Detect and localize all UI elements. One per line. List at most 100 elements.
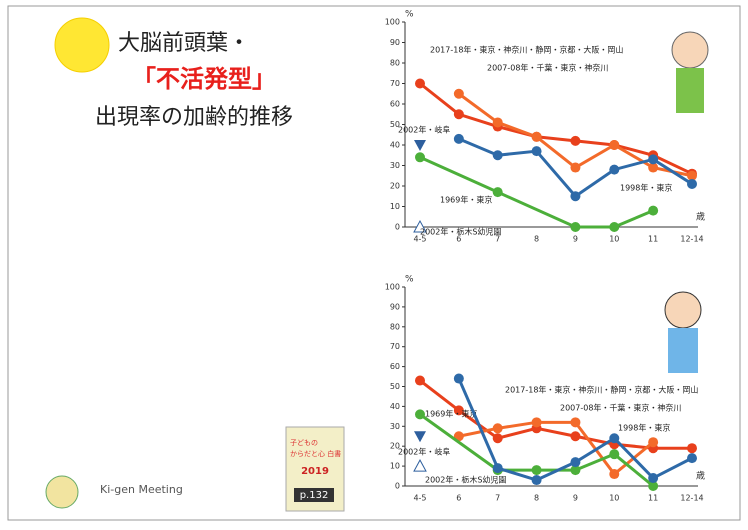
data-point xyxy=(413,219,427,233)
title-line: 大脳前頭葉・ xyxy=(118,31,250,56)
data-point xyxy=(648,162,659,173)
x-tick-label: 11 xyxy=(648,494,658,503)
data-point xyxy=(687,453,697,464)
data-point xyxy=(531,131,542,142)
x-tick-label: 12-14 xyxy=(680,235,703,244)
series-label: 1998年・東京 xyxy=(618,423,670,433)
logo-text: Ki-gen Meeting xyxy=(100,483,183,496)
title-line: 「不活発型」 xyxy=(132,65,276,93)
data-point xyxy=(570,222,581,232)
y-tick-label: 0 xyxy=(395,482,400,491)
data-point xyxy=(648,481,659,491)
data-point xyxy=(570,431,581,442)
series-label: 2002年・栃木S幼児園 xyxy=(420,227,501,237)
series-label: 2017-18年・東京・神奈川・静岡・京都・大阪・岡山 xyxy=(430,45,623,55)
data-point xyxy=(609,449,620,460)
y-tick-label: 0 xyxy=(395,223,400,232)
data-point xyxy=(609,469,620,480)
data-point xyxy=(687,178,697,189)
data-point xyxy=(414,431,426,443)
data-point xyxy=(687,443,697,454)
page-badge xyxy=(294,488,334,502)
y-tick-label: 100 xyxy=(385,18,400,27)
data-point xyxy=(687,170,697,181)
data-point xyxy=(492,433,503,444)
y-tick-label: 70 xyxy=(390,342,400,351)
y-tick-label: 60 xyxy=(390,100,400,109)
y-tick-label: 10 xyxy=(390,462,400,471)
series-label: 2002年・岐阜 xyxy=(398,125,450,135)
y-tick-label: 20 xyxy=(390,442,400,451)
book-year: 2019 xyxy=(301,466,329,477)
data-point xyxy=(570,162,581,173)
y-axis-label: % xyxy=(405,10,414,20)
boy-illustration xyxy=(676,68,704,113)
book-title: からだと心 白書 xyxy=(290,449,341,458)
x-tick-label: 6 xyxy=(456,494,461,503)
y-tick-label: 10 xyxy=(390,202,400,211)
x-tick-label: 4-5 xyxy=(413,494,426,503)
logo-icon xyxy=(45,475,79,509)
data-point xyxy=(453,88,464,99)
title-line: 出現率の加齢的推移 xyxy=(95,105,293,130)
series-label: 2002年・岐阜 xyxy=(398,447,450,457)
book-title: 子どもの xyxy=(290,439,318,447)
x-tick-label: 11 xyxy=(648,235,658,244)
data-point xyxy=(648,205,659,216)
data-point xyxy=(570,465,581,476)
data-point xyxy=(492,150,503,161)
data-point xyxy=(453,133,464,144)
y-tick-label: 40 xyxy=(390,141,400,150)
data-point xyxy=(609,164,620,175)
series-label: 1969年・東京 xyxy=(425,409,477,419)
x-tick-label: 10 xyxy=(609,235,619,244)
data-point xyxy=(570,417,581,428)
book-page: p.132 xyxy=(300,490,329,501)
series-label: 2007-08年・千葉・東京・神奈川 xyxy=(560,403,681,413)
x-tick-label: 7 xyxy=(495,235,500,244)
y-tick-label: 70 xyxy=(390,79,400,88)
data-point xyxy=(415,152,425,163)
data-point xyxy=(570,135,581,146)
data-point xyxy=(415,78,425,89)
series-line xyxy=(419,82,693,176)
y-tick-label: 50 xyxy=(390,120,400,129)
x-tick-label: 9 xyxy=(573,235,578,244)
series-line xyxy=(458,420,655,477)
x-tick-label: 12-14 xyxy=(680,494,703,503)
sun-icon xyxy=(54,17,110,73)
x-tick-label: 8 xyxy=(534,235,539,244)
data-point xyxy=(492,117,503,128)
y-tick-label: 100 xyxy=(385,283,400,292)
series-label: 2007-08年・千葉・東京・神奈川 xyxy=(487,63,608,73)
data-point xyxy=(531,146,542,157)
data-point xyxy=(492,423,503,434)
y-tick-label: 20 xyxy=(390,182,400,191)
x-tick-label: 9 xyxy=(573,494,578,503)
y-axis-label: % xyxy=(405,275,414,285)
girl-illustration xyxy=(664,291,702,329)
y-tick-label: 80 xyxy=(390,322,400,331)
y-tick-label: 30 xyxy=(390,161,400,170)
girl-illustration xyxy=(668,328,698,373)
y-tick-label: 90 xyxy=(390,38,400,47)
data-point xyxy=(413,459,427,472)
data-point xyxy=(570,457,581,468)
boy-illustration xyxy=(671,31,709,69)
series-label: 2017-18年・東京・神奈川・静岡・京都・大阪・岡山 xyxy=(505,385,698,395)
y-tick-label: 40 xyxy=(390,402,400,411)
data-point xyxy=(648,437,659,448)
data-point xyxy=(570,191,581,202)
data-point xyxy=(453,405,464,416)
x-axis-label: 歳 xyxy=(696,470,705,482)
data-point xyxy=(414,140,426,151)
data-point xyxy=(453,109,464,120)
data-point xyxy=(415,375,425,386)
data-point xyxy=(453,373,464,384)
series-label: 2002年・栃木S幼児園 xyxy=(425,475,506,485)
slide-border xyxy=(7,5,741,521)
x-tick-label: 10 xyxy=(609,494,619,503)
data-point xyxy=(492,187,503,198)
